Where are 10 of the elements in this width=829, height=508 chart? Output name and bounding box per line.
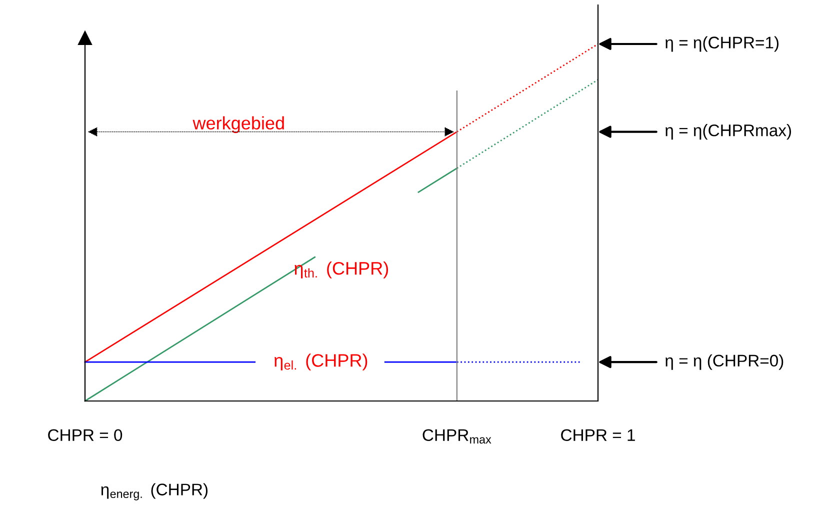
annotation: η$_{el.}$ (CHPR): [274, 354, 368, 370]
x-axis-title: η$_{energ.}$ (CHPR): [101, 483, 208, 500]
text: η = η (CHPR=0): [666, 354, 784, 370]
x-tick-label: CHPR = 1: [561, 429, 635, 442]
text: η = η(CHPRmax): [666, 124, 791, 140]
annotation: werkgebied: [192, 116, 284, 134]
x-tick-label: CHPR = 0: [48, 429, 122, 442]
annotation: η$_{th.}$ (CHPR): [294, 261, 388, 278]
text: η = η(CHPR=1): [666, 36, 779, 52]
x-tick-label: CHPR$_{max}$: [422, 429, 492, 444]
